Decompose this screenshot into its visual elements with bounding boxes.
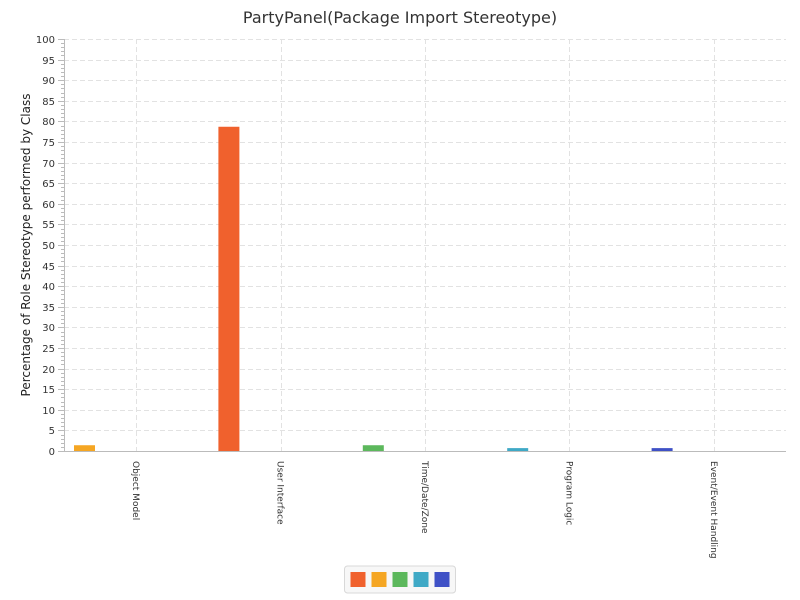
bar-3-3 [507,448,529,451]
y-tick-label: 20 [42,365,55,376]
x-tick-label: Object Model [130,461,140,520]
y-tick-label: 0 [49,447,55,458]
category-labels: Object Model User Interface Time/Date/Zone… [130,460,718,559]
y-tick-label: 60 [42,200,55,211]
x-tick-label: Program Logic [563,461,573,525]
y-axis-label: Percentage of Role Stereotype performed … [19,94,33,397]
y-tick-label: 25 [42,344,55,355]
legend-swatch-2 [392,572,408,587]
y-tick-label: 40 [42,282,55,293]
y-tick-label: 5 [49,426,55,437]
y-tick-label: 100 [36,35,55,46]
bars [74,126,673,452]
legend-swatch-4 [434,572,450,587]
x-tick-label: User Interface [275,461,285,525]
y-tick-label: 55 [42,220,55,231]
legend-swatch-3 [413,572,429,587]
y-tick-label: 50 [42,241,55,252]
y-tick-label: 70 [42,159,55,170]
y-tick-label: 80 [42,117,55,128]
bar-1-0 [218,126,240,452]
x-tick-label: Time/Date/Zone [419,460,429,534]
bar-4-4 [651,448,673,451]
y-tick-label: 45 [42,262,55,273]
y-tick-label: 10 [42,406,55,417]
y-tick-label: 75 [42,138,55,149]
y-tick-label: 85 [42,97,55,108]
y-tick-label: 15 [42,385,55,396]
legend [344,565,456,594]
y-tick-label: 90 [42,76,55,87]
y-tick-label: 95 [42,56,55,67]
bar-0-1 [74,445,95,451]
y-tick-label: 30 [42,323,55,334]
y-tick-label: 35 [42,303,55,314]
bar-2-2 [362,445,384,451]
legend-swatch-0 [350,572,366,587]
x-tick-label: Event/Event Handling [708,461,718,559]
grid [64,39,786,451]
legend-swatch-1 [371,572,387,587]
axes: 0 5 10 15 20 25 30 35 40 45 50 55 60 65 70 75 80 85 90 95 10… [36,35,786,458]
chart-title: PartyPanel(Package Import Stereotype) [243,8,557,27]
y-tick-label: 65 [42,179,55,190]
